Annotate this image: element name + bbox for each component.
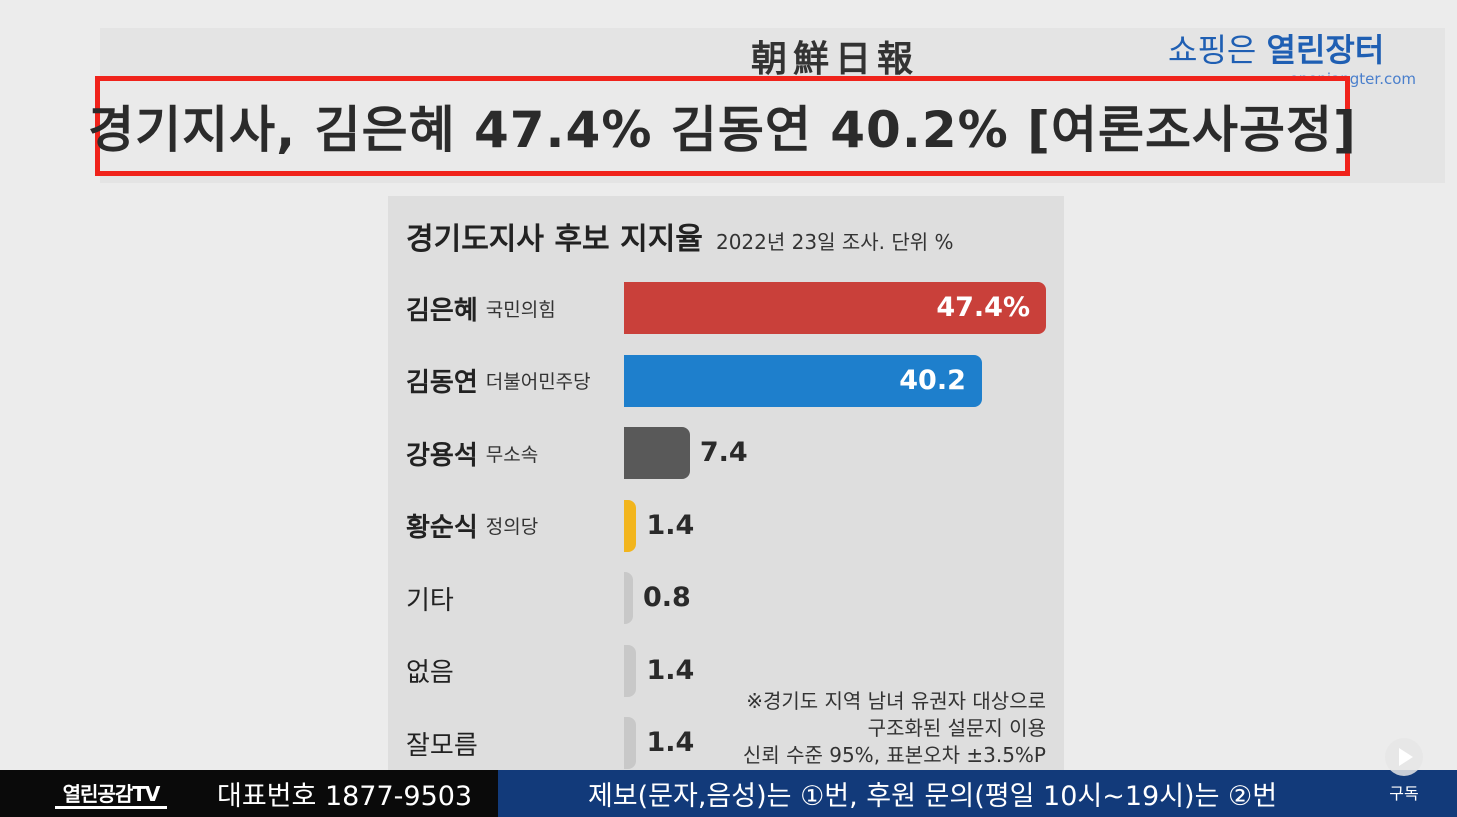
category-label: 김동연 더불어민주당 (406, 361, 591, 401)
candidate-name: 없음 (406, 652, 454, 689)
candidate-name: 강용석 (406, 435, 478, 472)
bar (624, 645, 636, 697)
survey-note: ※경기도 지역 남녀 유권자 대상으로 구조화된 설문지 이용 신뢰 수준 95… (743, 688, 1046, 769)
candidate-name: 김동연 (406, 362, 478, 399)
subscribe-button[interactable]: 구독 (1378, 738, 1430, 802)
party-name: 국민의힘 (486, 295, 556, 322)
bar (624, 500, 636, 552)
phone-number: 대표번호 1877-9503 (217, 774, 472, 813)
survey-note-line: 신뢰 수준 95%, 표본오차 ±3.5%P (743, 742, 1046, 769)
candidate-name: 황순식 (406, 507, 478, 544)
category-label: 기타 (406, 578, 454, 618)
candidate-name: 김은혜 (406, 290, 478, 327)
candidate-name: 잘모름 (406, 725, 478, 762)
category-label: 잘모름 (406, 723, 478, 763)
survey-note-line: ※경기도 지역 남녀 유권자 대상으로 (743, 688, 1046, 715)
chart-card: 경기도지사 후보 지지율 2022년 23일 조사. 단위 % 김은혜 국민의힘 4… (388, 196, 1064, 786)
value-label: 1.4 (646, 506, 694, 546)
category-label: 없음 (406, 651, 454, 691)
category-label: 김은혜 국민의힘 (406, 288, 556, 328)
chart-title: 경기도지사 후보 지지율 (406, 222, 703, 257)
news-ticker: 열린공감TV 대표번호 1877-9503 제보(문자,음성)는 ①번, 후원 … (0, 770, 1457, 817)
value-label: 1.4 (646, 651, 694, 691)
ticker-left: 열린공감TV 대표번호 1877-9503 (0, 770, 498, 817)
party-name: 더불어민주당 (486, 367, 591, 394)
value-label: 0.8 (643, 578, 691, 618)
headline: 경기지사, 김은혜 47.4% 김동연 40.2% [여론조사공정] (95, 76, 1350, 176)
category-label: 강용석 무소속 (406, 433, 538, 473)
party-name: 정의당 (486, 512, 538, 539)
chart-subtitle: 2022년 23일 조사. 단위 % (716, 230, 954, 254)
chart-title-block: 경기도지사 후보 지지율 2022년 23일 조사. 단위 % (406, 214, 954, 258)
subscribe-label: 구독 (1378, 780, 1430, 804)
bar (624, 572, 633, 624)
bar (624, 427, 690, 479)
newspaper-masthead: 朝鮮日報 (700, 30, 970, 74)
party-name: 무소속 (486, 440, 538, 467)
play-icon (1385, 738, 1423, 776)
bar (624, 717, 636, 769)
value-label: 7.4 (700, 433, 748, 473)
candidate-name: 기타 (406, 580, 454, 617)
value-label: 1.4 (646, 723, 694, 763)
brand-prefix: 쇼핑은 (1168, 31, 1256, 69)
survey-note-line: 구조화된 설문지 이용 (743, 715, 1046, 742)
value-label: 47.4% (886, 288, 1030, 328)
channel-logo: 열린공감TV (55, 779, 167, 809)
value-label: 40.2 (822, 361, 966, 401)
ticker-message: 제보(문자,음성)는 ①번, 후원 문의(평일 10시~19시)는 ②번 (498, 770, 1457, 817)
category-label: 황순식 정의당 (406, 506, 538, 546)
brand-name: 열린장터 (1267, 31, 1385, 69)
